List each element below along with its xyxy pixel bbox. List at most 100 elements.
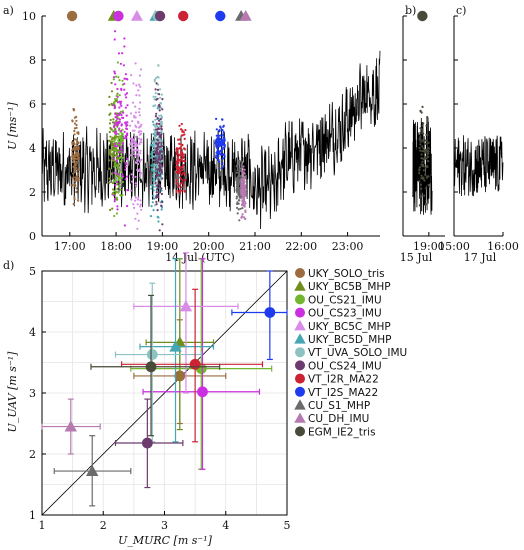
sample-point	[108, 122, 111, 125]
top-marker	[66, 10, 78, 22]
sample-point	[109, 112, 112, 115]
sample-point	[124, 73, 127, 76]
sample-point	[418, 204, 421, 207]
sample-point	[236, 169, 239, 172]
sample-point	[125, 127, 128, 130]
sample-point	[222, 165, 225, 168]
sample-point	[108, 181, 111, 184]
sample-point	[136, 227, 139, 230]
sample-point	[115, 132, 118, 135]
sample-point	[153, 123, 156, 127]
sample-point	[222, 136, 225, 139]
sample-point	[151, 169, 154, 172]
sample-point	[113, 190, 116, 193]
sample-point	[133, 139, 136, 142]
sample-point	[150, 156, 153, 159]
sample-point	[116, 121, 119, 124]
sample-point	[243, 205, 246, 208]
panel-a-reference-series	[41, 50, 381, 230]
sample-point	[421, 145, 424, 148]
legend-entry: VT_I2R_MA22	[295, 373, 379, 386]
top-marker	[417, 10, 428, 22]
sample-point	[153, 98, 156, 101]
sample-point	[137, 154, 140, 157]
legend-label: EGM_IE2_tris	[308, 426, 376, 438]
sample-point	[138, 114, 141, 117]
sample-point	[114, 134, 117, 137]
sample-point	[117, 166, 120, 169]
sample-point	[132, 203, 135, 206]
sample-point	[215, 128, 218, 131]
sample-point	[160, 130, 163, 133]
sample-point	[217, 151, 220, 154]
sample-point	[160, 93, 163, 96]
sample-point	[113, 142, 116, 145]
y-tick-label: 5	[29, 265, 36, 278]
sample-point	[215, 157, 219, 160]
sample-point	[76, 147, 79, 150]
sample-point	[424, 166, 427, 169]
sample-point	[219, 126, 222, 129]
sample-point	[116, 181, 119, 184]
sample-point	[424, 203, 427, 206]
sample-point	[242, 183, 245, 186]
sample-point	[221, 118, 224, 121]
sample-point	[126, 124, 129, 127]
sample-point	[425, 139, 428, 142]
sample-burst	[418, 105, 430, 207]
sample-point	[137, 219, 140, 222]
sample-point	[157, 127, 160, 130]
sample-point	[116, 183, 119, 186]
sample-point	[158, 229, 161, 232]
sample-point	[152, 95, 155, 98]
sample-point	[419, 135, 422, 138]
sample-point	[182, 164, 185, 167]
sample-point	[177, 167, 180, 170]
sample-point	[421, 105, 424, 108]
sample-point	[133, 153, 136, 156]
sample-point	[76, 145, 79, 148]
legend-entry: CU_DH_IMU	[294, 412, 369, 425]
top-marker	[239, 10, 252, 21]
data-point	[41, 398, 101, 455]
data-point	[133, 252, 239, 394]
sample-point	[75, 119, 78, 122]
sample-point	[124, 106, 127, 109]
sample-point	[215, 151, 218, 154]
y-tick-label: 4	[29, 326, 36, 339]
sample-point	[178, 142, 181, 145]
sample-point	[71, 143, 74, 146]
data-point	[145, 258, 215, 431]
sample-point	[116, 123, 119, 126]
sample-point	[420, 177, 423, 180]
sample-burst	[154, 82, 164, 232]
sample-point	[156, 195, 160, 199]
sample-point	[238, 169, 242, 172]
sample-point	[152, 177, 155, 181]
sample-point	[423, 158, 426, 161]
sample-point	[130, 173, 133, 176]
sample-point	[221, 140, 224, 143]
legend-entry: UKY_BC5B_MHP	[294, 280, 391, 293]
sample-point	[77, 153, 80, 156]
sample-point	[72, 141, 75, 144]
sample-point	[217, 155, 220, 158]
sample-point	[113, 162, 116, 165]
sample-point	[152, 170, 155, 173]
sample-point	[112, 159, 115, 162]
sample-point	[124, 178, 127, 181]
sample-point	[115, 75, 118, 78]
sample-point	[138, 107, 141, 110]
sample-point	[154, 181, 157, 184]
sample-point	[181, 154, 184, 157]
sample-point	[118, 94, 121, 97]
sample-point	[153, 80, 156, 83]
sample-point	[152, 132, 155, 136]
sample-point	[116, 92, 119, 95]
sample-point	[120, 129, 123, 133]
sample-point	[108, 167, 111, 170]
sample-point	[131, 120, 134, 123]
sample-point	[115, 212, 119, 215]
top-marker	[215, 10, 226, 22]
sample-point	[156, 107, 159, 110]
